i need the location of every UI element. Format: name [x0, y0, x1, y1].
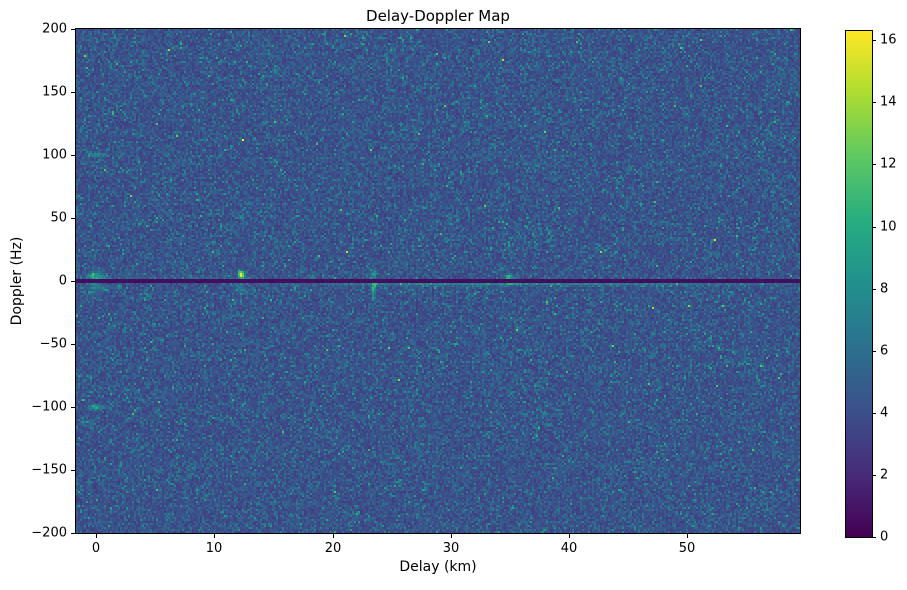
- y-axis-label: Doppler (Hz): [9, 236, 25, 326]
- colorbar-tick: [872, 102, 876, 103]
- colorbar-tick: [872, 537, 876, 538]
- y-tick-label: −200: [31, 525, 67, 541]
- colorbar-canvas: [846, 31, 872, 537]
- y-tick: [71, 281, 75, 282]
- colorbar-tick: [872, 351, 876, 352]
- colorbar-tick-label: 12: [880, 156, 897, 172]
- plot-title: Delay-Doppler Map: [366, 7, 510, 25]
- colorbar-tick-label: 16: [880, 32, 897, 48]
- x-tick: [96, 534, 97, 538]
- y-tick: [71, 533, 75, 534]
- y-tick-label: −100: [31, 399, 67, 415]
- y-tick-label: 100: [42, 147, 67, 163]
- colorbar-tick: [872, 289, 876, 290]
- x-tick-label: 50: [678, 541, 696, 556]
- x-tick-label: 0: [91, 541, 101, 556]
- colorbar-tick-label: 0: [880, 529, 889, 545]
- colorbar-tick-label: 4: [880, 405, 889, 421]
- colorbar-tick: [872, 40, 876, 41]
- y-tick: [71, 218, 75, 219]
- x-tick: [687, 534, 688, 538]
- x-tick: [569, 534, 570, 538]
- y-tick-label: 50: [50, 210, 67, 226]
- colorbar-tick-label: 10: [880, 219, 897, 235]
- colorbar-tick-label: 14: [880, 94, 897, 110]
- y-tick: [71, 29, 75, 30]
- x-tick: [451, 534, 452, 538]
- y-tick: [71, 470, 75, 471]
- delay-doppler-heatmap: [76, 29, 800, 533]
- colorbar-tick-label: 2: [880, 467, 889, 483]
- colorbar-tick: [872, 227, 876, 228]
- colorbar-tick-label: 8: [880, 281, 889, 297]
- colorbar-tick-label: 6: [880, 343, 889, 359]
- y-tick-label: 0: [58, 273, 67, 289]
- y-tick-label: −150: [31, 462, 67, 478]
- y-tick: [71, 407, 75, 408]
- y-tick-label: 200: [42, 21, 67, 37]
- y-tick-label: −50: [39, 336, 67, 352]
- x-tick: [333, 534, 334, 538]
- y-tick: [71, 344, 75, 345]
- y-tick: [71, 155, 75, 156]
- x-axis-label: Delay (km): [399, 559, 477, 575]
- x-tick-label: 40: [560, 541, 578, 556]
- x-tick-label: 10: [205, 541, 223, 556]
- x-tick-label: 30: [442, 541, 460, 556]
- y-tick-label: 150: [42, 84, 67, 100]
- colorbar-tick: [872, 164, 876, 165]
- y-tick: [71, 92, 75, 93]
- colorbar-tick: [872, 413, 876, 414]
- x-tick-label: 20: [324, 541, 342, 556]
- x-tick: [214, 534, 215, 538]
- colorbar-tick: [872, 475, 876, 476]
